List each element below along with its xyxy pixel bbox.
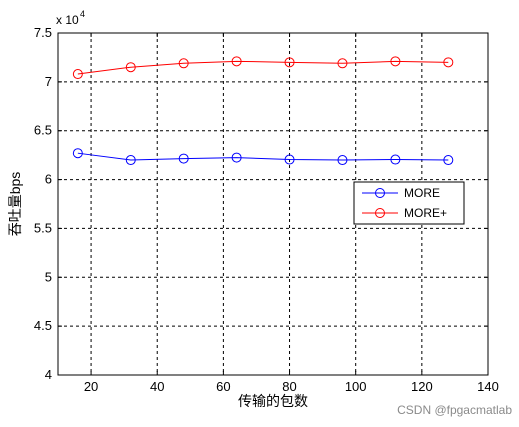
data-point-more-plus — [443, 57, 454, 68]
legend: MORE MORE+ — [353, 181, 465, 225]
x-tick-label: 140 — [477, 379, 499, 394]
x-tick-label: 40 — [150, 379, 164, 394]
data-point-more — [125, 155, 136, 166]
data-point-more-plus — [72, 69, 83, 80]
series-line-more — [77, 152, 449, 161]
data-point-more — [178, 153, 189, 164]
watermark: CSDN @fpgacmatlab — [397, 403, 512, 417]
y-exponent-label: x 10 — [56, 13, 79, 27]
y-tick-label: 4 — [45, 367, 52, 382]
y-tick-label: 4.5 — [34, 318, 52, 333]
data-point-more — [284, 154, 295, 165]
data-point-more-plus — [125, 62, 136, 73]
data-point-more — [337, 155, 348, 166]
y-tick-label: 6 — [45, 172, 52, 187]
data-point-more-plus — [337, 58, 348, 69]
legend-box — [353, 181, 465, 225]
data-point-more — [390, 154, 401, 165]
legend-label-more-plus: MORE+ — [404, 206, 447, 220]
data-point-more-plus — [231, 56, 242, 67]
x-tick-label: 120 — [411, 379, 433, 394]
y-tick-label: 7 — [45, 74, 52, 89]
data-point-more — [443, 155, 454, 166]
legend-marker-more-plus — [375, 208, 385, 218]
x-tick-label: 60 — [216, 379, 230, 394]
data-point-more-plus — [284, 57, 295, 68]
y-tick-label: 6.5 — [34, 123, 52, 138]
legend-label-more: MORE — [404, 186, 440, 200]
series-line-more-plus — [77, 60, 449, 75]
data-point-more — [231, 152, 242, 163]
y-tick-label: 7.5 — [34, 25, 52, 40]
x-axis-label: 传输的包数 — [238, 393, 308, 409]
series-layer — [72, 56, 454, 166]
data-point-more — [72, 148, 83, 159]
y-exponent-power: 4 — [80, 9, 85, 19]
y-axis-label: 吞吐量bps — [7, 172, 23, 237]
x-tick-label: 100 — [345, 379, 367, 394]
data-point-more-plus — [390, 56, 401, 67]
legend-marker-more — [375, 188, 385, 198]
axis-ticks: 20 40 60 80 100 120 140 4 4.5 5 5.5 6 6.5 7 7.5 — [34, 25, 499, 394]
data-point-more-plus — [178, 58, 189, 69]
plot-frame — [57, 32, 489, 376]
x-tick-label: 20 — [84, 379, 98, 394]
y-tick-label: 5.5 — [34, 220, 52, 235]
y-tick-label: 5 — [45, 269, 52, 284]
x-tick-label: 80 — [282, 379, 296, 394]
